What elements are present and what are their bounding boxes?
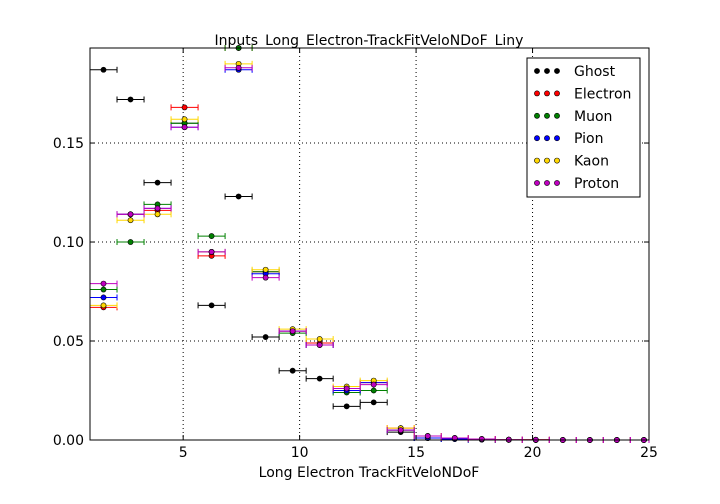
legend-marker bbox=[534, 90, 540, 97]
legend-marker bbox=[544, 180, 550, 186]
data-point bbox=[370, 399, 377, 406]
legend-marker bbox=[534, 180, 540, 186]
data-point bbox=[100, 280, 107, 287]
data-point bbox=[370, 381, 377, 388]
y-tick-label: 0.05 bbox=[53, 334, 84, 350]
legend-label: Electron bbox=[574, 86, 631, 102]
data-point bbox=[100, 66, 107, 73]
data-point bbox=[235, 193, 242, 200]
data-point bbox=[208, 302, 215, 309]
data-point bbox=[316, 342, 323, 348]
legend-marker bbox=[544, 157, 550, 164]
legend-marker bbox=[544, 90, 550, 97]
y-tick-label: 0.10 bbox=[53, 235, 84, 251]
legend-marker bbox=[534, 112, 540, 119]
legend-label: Ghost bbox=[574, 64, 616, 80]
legend-marker bbox=[544, 135, 550, 142]
y-tick-label: 0.15 bbox=[53, 136, 84, 152]
legend-label: Muon bbox=[574, 109, 612, 125]
data-point bbox=[235, 64, 242, 71]
data-point bbox=[262, 334, 269, 340]
legend-marker bbox=[554, 180, 560, 186]
data-point bbox=[262, 274, 269, 281]
data-point bbox=[127, 217, 134, 224]
gridlines bbox=[90, 48, 649, 440]
legend-label: Pion bbox=[574, 131, 603, 147]
data-point bbox=[316, 375, 323, 382]
legend-box bbox=[526, 57, 641, 198]
x-tick-label: 20 bbox=[524, 445, 542, 461]
legend-marker bbox=[534, 157, 540, 164]
data-point bbox=[289, 328, 296, 335]
legend-marker bbox=[554, 90, 560, 97]
data-point bbox=[343, 385, 350, 392]
legend-marker bbox=[554, 135, 560, 142]
legend-marker bbox=[554, 112, 560, 119]
data-point bbox=[451, 435, 458, 441]
data-point bbox=[100, 302, 107, 309]
data-point bbox=[262, 266, 269, 273]
data-point bbox=[127, 239, 134, 245]
data-point bbox=[100, 294, 107, 301]
legend: Ghost Electron Muon Pion Kaon Proton bbox=[526, 57, 641, 198]
x-tick-label: 15 bbox=[407, 445, 425, 461]
data-point bbox=[316, 336, 323, 342]
legend-marker bbox=[554, 68, 560, 74]
data-point bbox=[424, 433, 431, 439]
y-tick-label: 0.00 bbox=[53, 433, 84, 449]
x-tick-label: 10 bbox=[291, 445, 309, 461]
data-point bbox=[181, 124, 188, 131]
data-point bbox=[397, 427, 404, 434]
legend-marker bbox=[534, 68, 540, 74]
data-point bbox=[127, 96, 134, 103]
x-tick-label: 5 bbox=[179, 445, 188, 461]
data-point bbox=[343, 403, 350, 410]
x-axis-label: Long Electron TrackFitVeloNDoF bbox=[259, 465, 480, 481]
chart-title: Inputs_Long_Electron-TrackFitVeloNDoF_Li… bbox=[215, 33, 524, 49]
data-point bbox=[208, 233, 215, 239]
data-point bbox=[289, 367, 296, 374]
data-point bbox=[154, 205, 161, 212]
legend-marker bbox=[544, 68, 550, 74]
legend-marker bbox=[544, 112, 550, 119]
legend-marker bbox=[534, 135, 540, 142]
data-point bbox=[154, 179, 161, 186]
data-point bbox=[478, 436, 485, 442]
plot-frame bbox=[89, 47, 650, 441]
legend-label: Proton bbox=[574, 176, 619, 192]
data-point bbox=[181, 104, 188, 111]
data-point bbox=[100, 286, 107, 293]
data-point bbox=[181, 116, 188, 123]
axis-ticks: 5 10 15 20 25 0.00 0.05 0.10 0.15 bbox=[53, 48, 658, 461]
data-point bbox=[208, 249, 215, 255]
x-tick-label: 25 bbox=[640, 445, 658, 461]
legend-label: Kaon bbox=[574, 154, 609, 170]
legend-marker bbox=[554, 157, 560, 164]
data-point bbox=[154, 211, 161, 218]
data-point bbox=[127, 211, 134, 218]
data-point bbox=[370, 387, 377, 394]
